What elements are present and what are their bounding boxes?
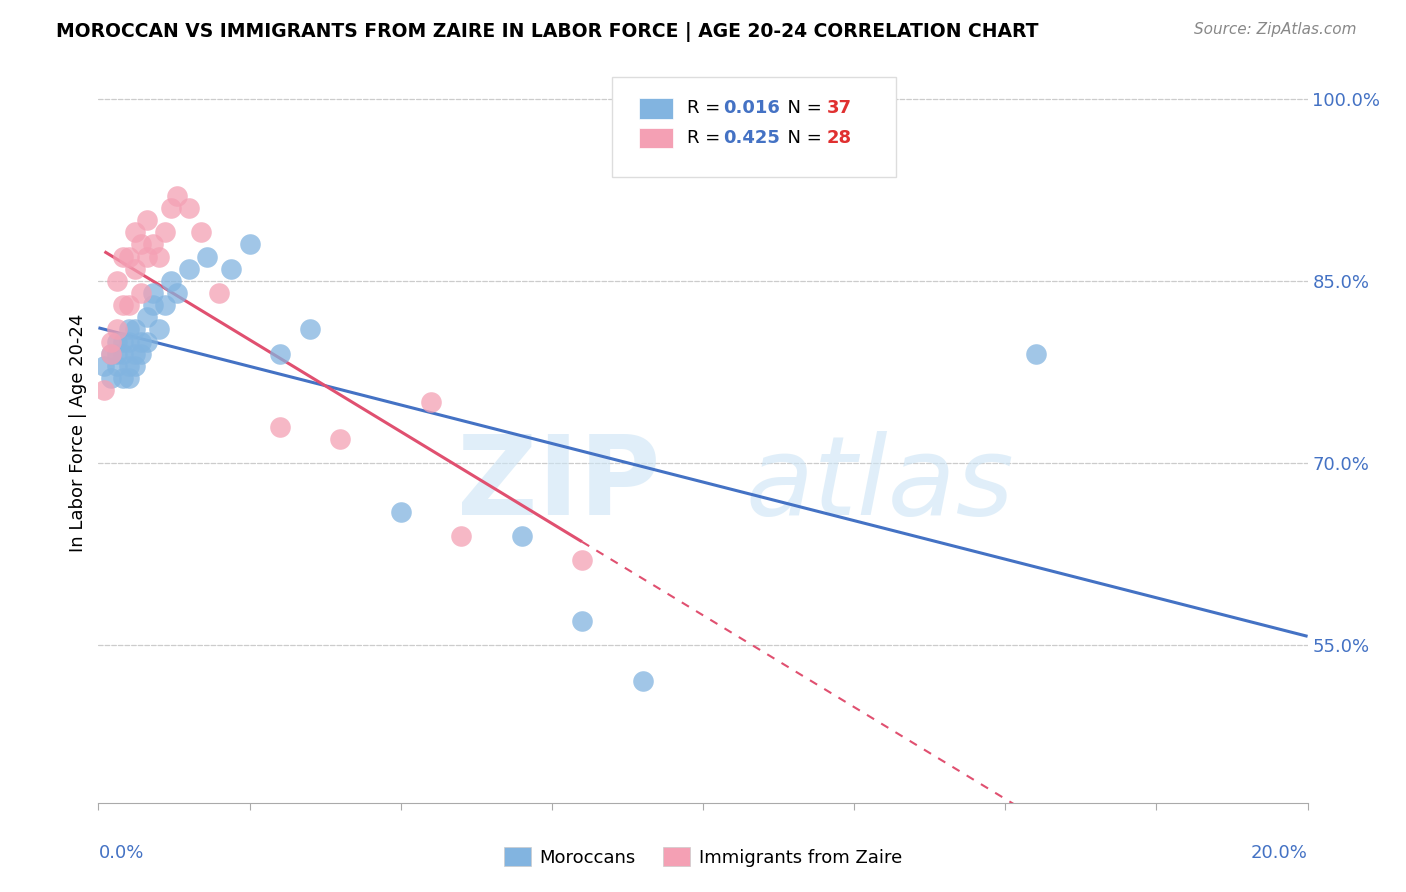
Point [135,334,157,349]
Point [153,298,176,312]
Point [299,322,322,336]
Point [105,334,128,349]
Point [111,298,134,312]
Point [129,347,152,361]
FancyBboxPatch shape [613,78,897,178]
Point [93,359,115,373]
Point [124,347,146,361]
Text: atlas: atlas [745,431,1014,538]
Text: 28: 28 [827,129,852,147]
Point [111,371,134,385]
Point [166,286,188,301]
FancyBboxPatch shape [638,98,673,119]
Point [105,347,128,361]
Point [111,347,134,361]
Text: R =: R = [688,129,727,147]
Point [118,322,141,336]
Text: MOROCCAN VS IMMIGRANTS FROM ZAIRE IN LABOR FORCE | AGE 20-24 CORRELATION CHART: MOROCCAN VS IMMIGRANTS FROM ZAIRE IN LAB… [56,22,1039,42]
Text: 37: 37 [827,99,852,118]
Point [129,334,152,349]
Point [118,371,141,385]
Point [142,298,165,312]
Point [148,322,170,336]
Point [221,261,243,276]
Point [1024,347,1046,361]
Point [124,359,146,373]
Point [105,322,128,336]
Point [100,334,122,349]
Point [100,371,122,385]
Text: 0.0%: 0.0% [98,844,143,862]
Point [571,553,593,567]
Point [129,237,152,252]
Point [129,286,152,301]
Point [160,201,183,215]
Point [239,237,262,252]
Point [105,274,128,288]
Point [135,213,157,227]
Point [111,250,134,264]
Text: 0.425: 0.425 [724,129,780,147]
Point [93,383,115,397]
Point [450,529,472,543]
Point [166,189,188,203]
Point [124,322,146,336]
Point [179,261,201,276]
Point [118,298,141,312]
Point [269,419,291,434]
Text: ZIP: ZIP [457,431,661,538]
Point [105,359,128,373]
Point [111,334,134,349]
Point [160,274,183,288]
Text: Source: ZipAtlas.com: Source: ZipAtlas.com [1194,22,1357,37]
Point [190,225,212,239]
Point [510,529,533,543]
Text: N =: N = [776,129,827,147]
Point [118,359,141,373]
Text: R =: R = [688,99,727,118]
Point [142,286,165,301]
Legend: Moroccans, Immigrants from Zaire: Moroccans, Immigrants from Zaire [496,840,910,874]
Point [118,334,141,349]
Point [179,201,201,215]
Y-axis label: In Labor Force | Age 20-24: In Labor Force | Age 20-24 [69,313,87,552]
Text: 0.016: 0.016 [724,99,780,118]
Point [118,250,141,264]
Point [153,225,176,239]
Point [142,237,165,252]
Text: N =: N = [776,99,827,118]
FancyBboxPatch shape [638,128,673,148]
Point [571,614,593,628]
Point [135,250,157,264]
Point [420,395,443,409]
Point [389,504,412,518]
Point [148,250,170,264]
Point [631,674,654,689]
Point [124,261,146,276]
Point [135,310,157,325]
Point [124,225,146,239]
Point [100,347,122,361]
Point [329,432,352,446]
Point [208,286,231,301]
Point [195,250,218,264]
Point [269,347,291,361]
Point [100,347,122,361]
Text: 20.0%: 20.0% [1251,844,1308,862]
